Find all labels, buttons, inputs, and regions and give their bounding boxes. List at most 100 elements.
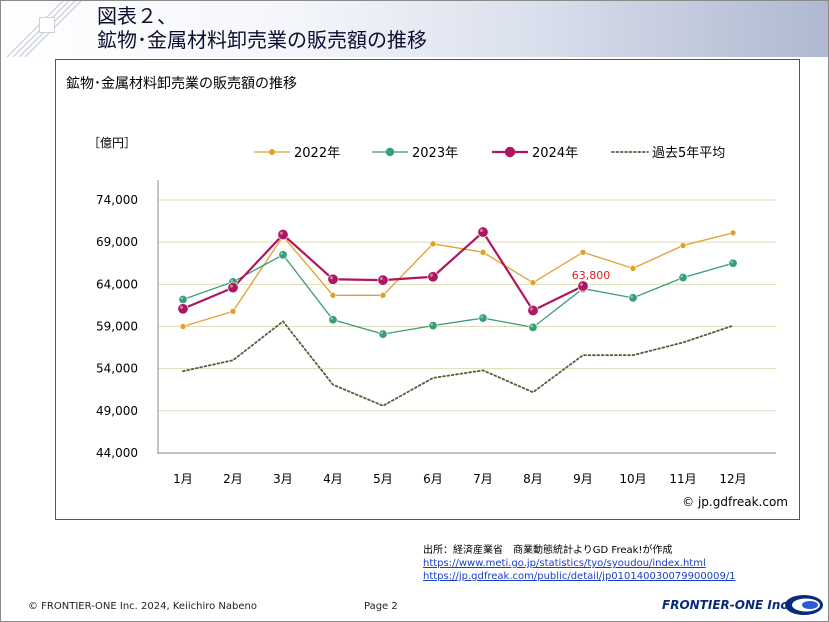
series-point-highlight xyxy=(330,317,333,320)
series-point-3 xyxy=(277,229,289,241)
series-point-2 xyxy=(478,313,488,323)
series-line-1 xyxy=(182,232,734,328)
series-point-2 xyxy=(178,295,188,305)
y-tick-label: 64,000 xyxy=(96,277,138,291)
series-point-highlight xyxy=(579,282,583,287)
series-point-3 xyxy=(477,226,489,238)
legend-label: 2023年 xyxy=(412,146,458,161)
x-tick-label: 12月 xyxy=(719,472,746,486)
chart-title: 鉱物･金属材料卸売業の販売額の推移 xyxy=(66,75,297,92)
source-link-gdfreak[interactable]: https://jp.gdfreak.com/public/detail/jp0… xyxy=(423,571,736,582)
series-point-highlight xyxy=(429,273,433,277)
chart-credit: © jp.gdfreak.com xyxy=(682,495,788,509)
legend-swatch-marker xyxy=(385,147,395,157)
page-title-figure-number: 図表２、 xyxy=(97,4,177,28)
y-tick-label: 74,000 xyxy=(96,193,138,207)
series-lines xyxy=(182,230,734,407)
series-point-1 xyxy=(329,291,337,299)
series-point-highlight xyxy=(229,284,233,288)
footer-copyright: © FRONTIER-ONE Inc. 2024, Keiichiro Nabe… xyxy=(28,601,257,612)
series-point-highlight xyxy=(730,260,733,264)
source-block: 出所：経済産業省 商業動態統計よりGD Freak!が作成 https://ww… xyxy=(423,544,736,583)
x-tick-label: 1月 xyxy=(173,472,193,486)
source-link-meti[interactable]: https://www.meti.go.jp/statistics/tyo/sy… xyxy=(423,558,706,569)
series-point-1 xyxy=(729,229,737,237)
series-point-3 xyxy=(527,304,539,316)
series-point-2 xyxy=(378,329,388,339)
series-point-1 xyxy=(479,248,487,256)
series-point-1 xyxy=(229,308,237,315)
x-axis-ticks: 1月 2月 3月 4月 5月 6月 7月 8月 9月 10月 11月 12月 xyxy=(173,472,746,486)
x-tick-label: 3月 xyxy=(273,472,293,486)
series-point-1 xyxy=(429,240,437,248)
series-point-highlight xyxy=(380,331,383,335)
x-tick-label: 5月 xyxy=(373,472,393,486)
series-point-highlight xyxy=(530,324,533,328)
x-tick-label: 4月 xyxy=(323,472,343,486)
y-tick-label: 49,000 xyxy=(96,404,138,418)
y-axis-ticks: 44,000 49,000 54,000 59,000 64,000 69,000 74,0… xyxy=(96,193,138,460)
y-tick-label: 54,000 xyxy=(96,362,138,376)
series-point-2 xyxy=(428,321,438,331)
x-tick-label: 8月 xyxy=(523,472,543,486)
series-point-highlight xyxy=(529,307,533,311)
y-axis-unit-label: ［億円］ xyxy=(88,136,136,150)
x-tick-label: 2月 xyxy=(223,472,243,486)
footer-page-number: Page 2 xyxy=(364,601,398,612)
x-tick-label: 7月 xyxy=(473,472,493,486)
series-point-2 xyxy=(728,258,738,268)
x-tick-label: 11月 xyxy=(669,472,696,486)
series-point-2 xyxy=(328,315,338,325)
series-point-1 xyxy=(679,242,687,249)
series-line-3 xyxy=(182,230,584,312)
grid-lines xyxy=(158,199,776,454)
series-point-highlight xyxy=(279,231,283,235)
series-point-highlight xyxy=(329,276,333,280)
x-tick-label: 10月 xyxy=(619,472,646,486)
series-point-1 xyxy=(579,248,587,256)
series-point-3 xyxy=(227,282,239,294)
source-text: 出所：経済産業省 商業動態統計よりGD Freak!が作成 xyxy=(423,545,673,556)
series-point-highlight xyxy=(480,315,483,319)
chart-frame: 鉱物･金属材料卸売業の販売額の推移 ［億円］ 2022年 2023年 2024年 過去… xyxy=(55,59,800,520)
series-point-1 xyxy=(529,279,537,286)
footer-logo-text: FRONTIER-ONE Inc. xyxy=(662,598,793,612)
series-point-3 xyxy=(427,271,439,283)
y-tick-label: 59,000 xyxy=(96,320,138,334)
header-band: 図表２、 鉱物･金属材料卸売業の販売額の推移 xyxy=(1,1,828,57)
series-point-3 xyxy=(377,274,389,286)
series-point-highlight xyxy=(680,275,683,278)
x-tick-label: 9月 xyxy=(573,472,593,486)
series-line-4 xyxy=(182,320,734,407)
line-chart: 鉱物･金属材料卸売業の販売額の推移 ［億円］ 2022年 2023年 2024年 過去… xyxy=(66,75,788,509)
legend-label: 2022年 xyxy=(294,146,340,161)
series-point-2 xyxy=(628,293,638,303)
series-points xyxy=(177,226,738,339)
series-point-highlight xyxy=(179,305,183,309)
series-point-1 xyxy=(379,291,387,299)
header-square-decoration xyxy=(39,17,55,33)
series-line-2 xyxy=(182,253,734,335)
series-point-2 xyxy=(678,273,688,283)
series-point-3 xyxy=(177,303,189,315)
series-point-highlight xyxy=(630,295,633,298)
x-tick-label: 6月 xyxy=(423,472,443,486)
legend-label: 過去5年平均 xyxy=(652,146,725,161)
series-point-1 xyxy=(629,265,637,272)
series-point-2 xyxy=(528,322,538,332)
series-point-highlight xyxy=(230,279,234,282)
series-point-highlight xyxy=(280,252,283,255)
page-title: 鉱物･金属材料卸売業の販売額の推移 xyxy=(97,28,427,52)
y-tick-label: 44,000 xyxy=(96,446,138,460)
series-point-1 xyxy=(179,323,187,330)
series-point-highlight xyxy=(180,296,183,300)
series-point-3 xyxy=(327,273,339,285)
chart-legend: 2022年 2023年 2024年 過去5年平均 xyxy=(254,146,725,161)
frontier-one-logo-icon xyxy=(785,595,823,615)
series-point-highlight xyxy=(479,228,483,233)
series-point-2 xyxy=(278,250,288,260)
series-point-highlight xyxy=(379,276,383,281)
legend-swatch-marker xyxy=(269,149,275,155)
y-tick-label: 69,000 xyxy=(96,235,138,249)
series-point-highlight xyxy=(430,323,433,326)
